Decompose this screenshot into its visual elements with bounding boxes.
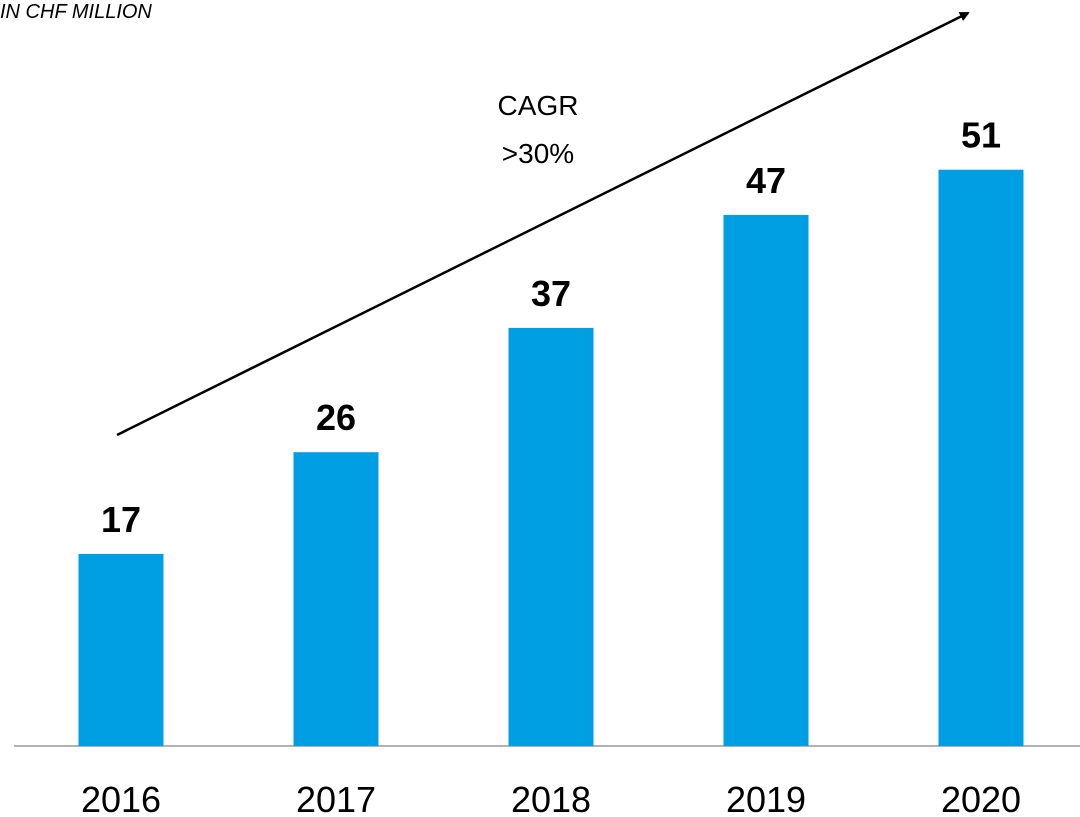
bar — [938, 169, 1024, 746]
x-tick-label: 2016 — [81, 779, 161, 817]
annotation: CAGR — [498, 90, 579, 121]
data-label: 17 — [101, 499, 141, 540]
x-tick-label: 2020 — [941, 779, 1021, 817]
bar — [508, 327, 594, 746]
bar — [78, 553, 164, 746]
x-tick-label: 2018 — [511, 779, 591, 817]
data-label: 26 — [316, 397, 356, 438]
data-label: 47 — [746, 160, 786, 201]
x-tick-label: 2019 — [726, 779, 806, 817]
data-label: 51 — [961, 115, 1001, 156]
chart-subtitle: IN CHF MILLION — [0, 1, 152, 23]
annotation: >30% — [502, 138, 574, 169]
trend-arrow — [116, 11, 970, 437]
x-tick-label: 2017 — [296, 779, 376, 817]
bar — [723, 214, 809, 746]
data-label: 37 — [531, 273, 571, 314]
bar — [293, 452, 379, 746]
